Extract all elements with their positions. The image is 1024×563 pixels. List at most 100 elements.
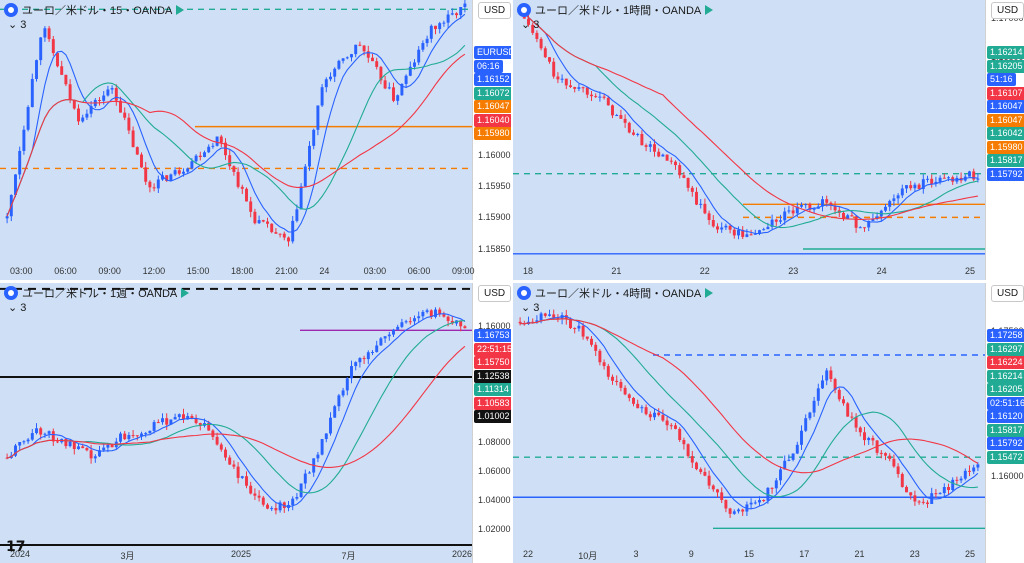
candle [632, 129, 635, 136]
candle [123, 107, 127, 121]
candle [711, 215, 715, 228]
candle [89, 101, 93, 118]
candle [909, 492, 913, 500]
currency-selector[interactable]: USD [478, 2, 511, 19]
candle [400, 318, 404, 329]
price-badge: 1.16214 [987, 369, 1024, 383]
candle [938, 492, 942, 495]
candle [228, 455, 232, 465]
candle [716, 223, 719, 234]
candle [707, 470, 711, 490]
candle [18, 441, 22, 451]
candle [245, 471, 248, 489]
y-tick-label: 1.15900 [478, 212, 511, 223]
x-tick-label: 10月 [578, 551, 598, 561]
panel-h4[interactable]: 1.175001.165001.160001.150002210月3915172… [513, 283, 1024, 563]
candle [674, 422, 677, 430]
candle [127, 113, 131, 135]
x-tick-label: 03:00 [363, 266, 387, 276]
candle [337, 59, 341, 70]
currency-selector[interactable]: USD [991, 285, 1024, 302]
candle [203, 150, 206, 158]
candle [590, 91, 593, 101]
price-badge: 1.16042 [987, 127, 1024, 140]
candle [829, 366, 833, 383]
candle [963, 468, 967, 481]
candle [657, 408, 661, 417]
y-tick-label: 1.15950 [478, 181, 511, 192]
currency-selector[interactable]: USD [478, 285, 511, 302]
candle [695, 187, 698, 206]
candle [867, 436, 871, 445]
candle [879, 450, 883, 459]
candle [316, 105, 320, 136]
candle [152, 420, 156, 434]
moving-average-line [6, 13, 466, 233]
candle [299, 483, 303, 499]
candlestick-chart[interactable] [0, 0, 511, 280]
candle [795, 441, 799, 455]
indicator-count[interactable]: ⌄ 3 [8, 19, 27, 31]
x-tick-label: 18:00 [231, 266, 254, 276]
candlestick-chart[interactable] [513, 283, 1024, 563]
chart-header: ユーロ／米ドル・1時間・OANDA [517, 2, 714, 18]
indicator-count[interactable]: ⌄ 3 [521, 19, 540, 31]
candle [846, 401, 850, 417]
x-tick-label: 21 [854, 549, 865, 559]
candlestick-chart[interactable] [0, 283, 511, 563]
candle [926, 175, 929, 183]
price-badge: 1.11314 [474, 383, 511, 396]
candle [959, 476, 963, 484]
candle [429, 24, 433, 43]
currency-selector[interactable]: USD [991, 2, 1024, 19]
candle [152, 183, 156, 192]
panel-h1[interactable]: 1.170001.168001.166001.16400182122232425… [513, 0, 1024, 280]
candle [791, 453, 795, 462]
candle [942, 173, 946, 179]
candle [421, 310, 425, 320]
candle [636, 399, 640, 409]
candle [753, 229, 757, 235]
panel-m15[interactable]: 1.161001.160001.159501.159001.1585003:00… [0, 0, 511, 280]
candle [215, 432, 219, 446]
moving-average-line [520, 318, 979, 474]
candle [270, 223, 274, 234]
candle [905, 485, 908, 493]
candle [387, 331, 391, 341]
candle [156, 419, 160, 424]
x-tick-label: 23 [788, 266, 799, 276]
candle [892, 454, 896, 468]
candle [909, 180, 913, 191]
candle [711, 484, 715, 492]
panel-w1[interactable]: 1.180001.160001.140001.080001.060001.040… [0, 283, 511, 563]
x-tick-label: 22 [699, 266, 710, 276]
indicator-count[interactable]: ⌄ 3 [521, 302, 540, 314]
candle [18, 146, 22, 180]
candle [266, 503, 269, 510]
price-badge: 1.16224 [987, 356, 1024, 369]
candle [623, 114, 627, 128]
candle [833, 377, 837, 394]
price-badge: 1.16214 [987, 46, 1024, 59]
candle [392, 82, 395, 103]
candle [198, 151, 202, 161]
candle [261, 495, 265, 507]
candlestick-chart[interactable] [513, 0, 1024, 280]
candle [842, 210, 845, 222]
candle [737, 508, 740, 514]
x-tick-label: 2025 [231, 549, 252, 559]
price-badge: 1.16072 [474, 86, 511, 100]
candle [434, 25, 437, 35]
candle [22, 125, 26, 155]
candle [854, 413, 858, 432]
candle [720, 487, 724, 504]
candle [884, 203, 887, 213]
indicator-count[interactable]: ⌄ 3 [8, 302, 27, 314]
candle [278, 500, 282, 513]
candle [257, 490, 261, 502]
candle [690, 450, 694, 469]
candle [791, 206, 795, 217]
candle [594, 342, 598, 357]
candle [274, 227, 278, 234]
